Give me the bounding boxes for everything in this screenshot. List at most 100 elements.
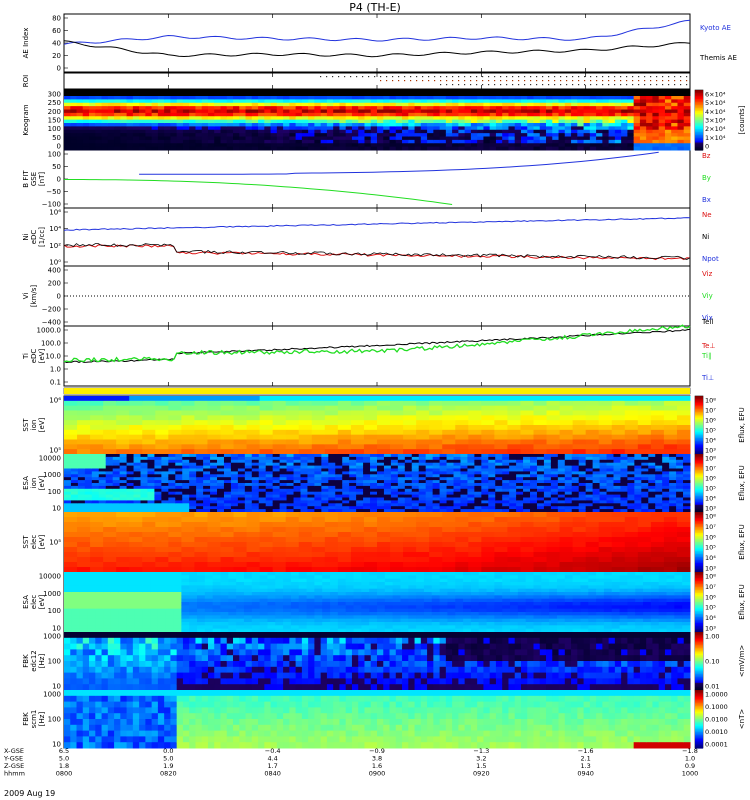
sst_i-cell [233,444,248,450]
esa_i-cell [335,494,343,498]
keogram-cell [132,143,140,148]
keogram-cell [621,119,628,124]
sst_i-cell [429,410,443,416]
sst_e-cell [233,532,248,538]
esa_i-cell [119,488,128,493]
esa_i-cell [293,477,301,481]
esa_i-cell [335,471,343,475]
keogram-cell [70,119,78,124]
sst_e-cell [572,517,587,523]
esa_i-cell [244,503,253,507]
keogram-cell [201,143,209,148]
keogram-cell [377,123,384,127]
sst_e-cell [442,527,456,533]
keogram-cell [151,116,159,121]
keogram-cell [182,119,190,124]
esa_i-cell [550,477,559,481]
keogram-cell [608,146,616,151]
sst_e-cell [481,562,495,568]
keogram-cell [583,146,591,151]
sst_i-cell [559,444,574,450]
keogram-cell [326,96,334,100]
sst_i-cell [377,449,391,455]
sst_i-cell [390,449,404,455]
keogram-cell [427,136,434,141]
sst_i-cell [155,420,169,426]
sst_e-cell [520,542,534,548]
keogram-cell [220,119,228,124]
keogram-cell [495,119,503,124]
esa_i-cell [648,483,656,487]
sst_e-cell [520,522,534,528]
sst_i-cell [233,429,248,436]
sst_i-cell [520,449,534,455]
keogram-cell [395,143,403,148]
esa_i-cell [509,483,517,487]
roi-dot [458,76,460,78]
keogram-cell [502,133,509,137]
esa_i-cell [481,474,489,478]
keogram-cell [107,133,115,137]
keogram-cell [151,112,159,117]
esa_i-cell [627,459,635,464]
esa_i-cell [439,485,448,490]
sst_i-cell [559,405,574,411]
keogram-cell [514,116,522,121]
esa_i-cell [370,465,378,469]
keogram-cell [464,106,472,110]
keogram-cell [445,133,453,137]
esa_i-cell [620,506,628,510]
keogram-cell [314,106,322,110]
keogram-cell [402,126,409,131]
sst_e-cell [572,532,587,538]
sst_i-cell [350,444,365,450]
sst_i-cell [77,420,91,426]
esa_i-cell [342,491,350,496]
esa_i-cell [356,494,364,498]
esa_i-cell [237,477,246,481]
esa_i-cell [411,485,420,490]
esa_i-cell [418,500,427,504]
keogram-cell [320,106,328,110]
keogram-cell [527,112,534,117]
esa_i-cell [634,456,642,461]
esa_i-cell [272,503,281,507]
keogram-cell [251,146,259,151]
keogram-cell [508,123,516,127]
sst_e-cell [103,562,117,568]
esa_i-cell [432,462,441,467]
esa_i-cell [676,474,684,478]
esa_i-cell [683,474,691,478]
sst_e-cell [559,532,574,538]
esa_i-cell [98,456,107,461]
esa_i-cell [397,465,406,469]
esa_i-cell [168,488,176,493]
esa_i-cell [585,471,594,475]
sst_i-cell [468,425,482,431]
sst_i-cell [585,434,600,440]
keogram-cell [358,133,365,137]
sst_e-cell [298,552,313,558]
esa_i-cell [592,494,601,498]
keogram-cell [220,133,228,137]
esa_i-cell [564,509,573,513]
esa_i-cell [390,454,399,458]
sst_i-cell [533,425,548,431]
keogram-cell [308,136,315,141]
keogram-cell [351,106,359,110]
sst_i-colorbar-cell [695,419,703,422]
esa_i-cell [244,459,253,464]
keogram-cell [652,119,660,124]
esa_i-cell [64,494,72,498]
sst_e-cell [572,537,587,543]
esa_i-cell [230,477,239,481]
esa_i-cell [112,459,121,464]
esa_i-cell [286,454,295,458]
esa_i-cell [321,485,329,490]
sst_e-cell [416,537,430,543]
sst_i-cell [142,396,156,402]
esa_i-cell [91,459,100,464]
esa_i-cell [300,491,308,496]
esa_i-cell [286,494,295,498]
keogram-cell [677,123,685,127]
